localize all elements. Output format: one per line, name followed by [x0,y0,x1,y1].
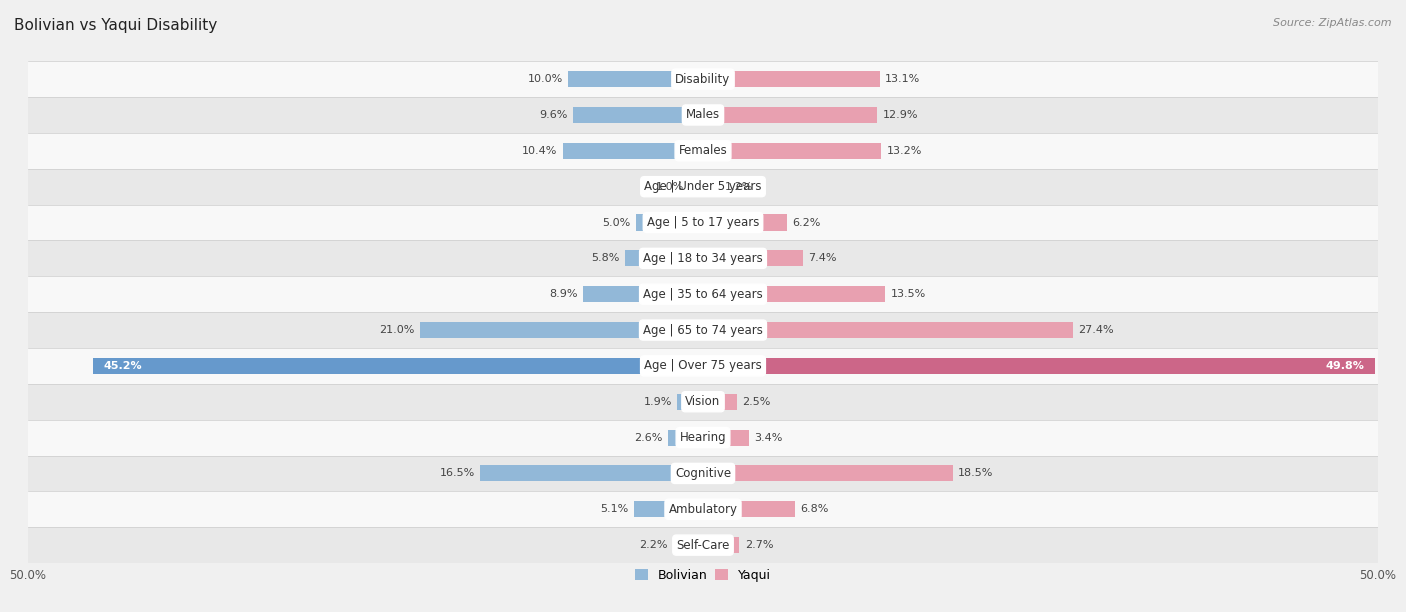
Text: Age | 65 to 74 years: Age | 65 to 74 years [643,324,763,337]
Text: Age | 5 to 17 years: Age | 5 to 17 years [647,216,759,229]
Bar [703,501,794,517]
Bar [583,286,703,302]
Bar [28,241,1378,276]
Bar [28,169,1378,204]
Text: 16.5%: 16.5% [440,468,475,479]
Text: 21.0%: 21.0% [378,325,415,335]
Bar [28,276,1378,312]
Bar [562,143,703,159]
Text: Hearing: Hearing [679,431,727,444]
Bar [636,214,703,231]
Bar [703,179,720,195]
Bar [703,430,749,446]
Text: 10.0%: 10.0% [527,74,562,84]
Text: 27.4%: 27.4% [1078,325,1114,335]
Bar [28,204,1378,241]
Bar [574,107,703,123]
Text: 6.2%: 6.2% [792,217,821,228]
Bar [28,312,1378,348]
Bar [28,491,1378,527]
Text: Bolivian vs Yaqui Disability: Bolivian vs Yaqui Disability [14,18,218,34]
Text: 13.2%: 13.2% [887,146,922,156]
Bar [703,286,886,302]
Bar [28,527,1378,563]
Bar [703,107,877,123]
Bar [28,384,1378,420]
Bar [703,71,880,87]
Bar [703,250,803,266]
Text: 1.0%: 1.0% [655,182,685,192]
Text: 18.5%: 18.5% [957,468,994,479]
Bar [28,61,1378,97]
Text: 49.8%: 49.8% [1326,361,1364,371]
Text: 5.1%: 5.1% [600,504,628,514]
Text: 9.6%: 9.6% [540,110,568,120]
Text: 2.7%: 2.7% [745,540,773,550]
Text: Vision: Vision [685,395,721,408]
Text: 2.2%: 2.2% [640,540,668,550]
Bar [678,394,703,410]
Bar [703,214,787,231]
Text: Females: Females [679,144,727,157]
Text: 7.4%: 7.4% [808,253,837,263]
Bar [703,358,1375,374]
Bar [673,537,703,553]
Bar [93,358,703,374]
Bar [624,250,703,266]
Bar [703,143,882,159]
Bar [703,394,737,410]
Text: 6.8%: 6.8% [800,504,828,514]
Text: 13.1%: 13.1% [886,74,921,84]
Text: Source: ZipAtlas.com: Source: ZipAtlas.com [1274,18,1392,28]
Bar [689,179,703,195]
Bar [634,501,703,517]
Text: 3.4%: 3.4% [754,433,783,442]
Text: Ambulatory: Ambulatory [668,503,738,516]
Text: Age | Under 5 years: Age | Under 5 years [644,180,762,193]
Bar [481,465,703,482]
Text: 10.4%: 10.4% [522,146,557,156]
Bar [568,71,703,87]
Bar [28,97,1378,133]
Text: 2.6%: 2.6% [634,433,662,442]
Bar [28,455,1378,491]
Bar [703,537,740,553]
Text: Age | 18 to 34 years: Age | 18 to 34 years [643,252,763,265]
Legend: Bolivian, Yaqui: Bolivian, Yaqui [630,564,776,587]
Bar [703,322,1073,338]
Bar [28,348,1378,384]
Text: 5.0%: 5.0% [602,217,630,228]
Text: Disability: Disability [675,73,731,86]
Bar [419,322,703,338]
Text: 13.5%: 13.5% [890,289,927,299]
Text: 8.9%: 8.9% [548,289,578,299]
Bar [28,420,1378,455]
Text: 2.5%: 2.5% [742,397,770,407]
Text: 1.2%: 1.2% [724,182,754,192]
Text: 5.8%: 5.8% [591,253,619,263]
Text: Age | 35 to 64 years: Age | 35 to 64 years [643,288,763,300]
Text: Males: Males [686,108,720,121]
Text: Cognitive: Cognitive [675,467,731,480]
Text: 45.2%: 45.2% [104,361,142,371]
Text: Self-Care: Self-Care [676,539,730,551]
Bar [703,465,953,482]
Text: 1.9%: 1.9% [644,397,672,407]
Bar [668,430,703,446]
Text: 12.9%: 12.9% [883,110,918,120]
Bar [28,133,1378,169]
Text: Age | Over 75 years: Age | Over 75 years [644,359,762,372]
